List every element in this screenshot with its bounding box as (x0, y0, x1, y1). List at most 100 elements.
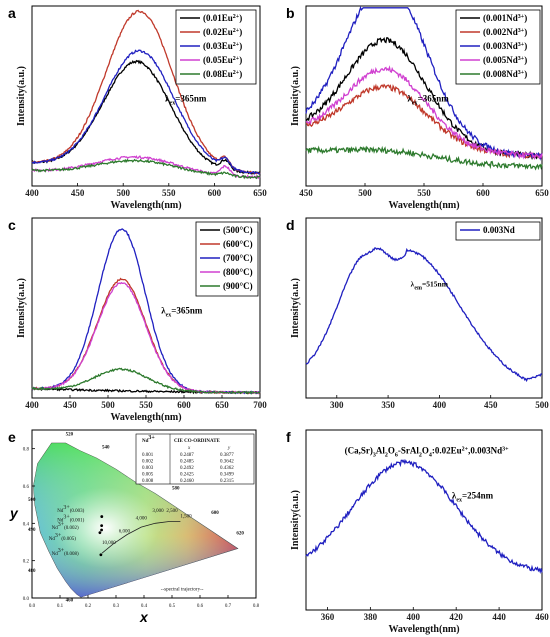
y-axis-label: Intensity(a.u.) (16, 278, 27, 338)
table-cell: 0.2460 (180, 479, 194, 484)
x-tick-label: 0.6 (197, 604, 204, 609)
cie-point (99, 553, 103, 557)
cie-table (135, 433, 255, 485)
chart-title: (Ca,Sr)3Al2O6-SrAl2O4:0.02Eu2+,0.003Nd3+ (345, 445, 509, 458)
x-tick-label: 0.7 (225, 604, 232, 609)
point-label: Nd3+(0.002) (52, 522, 79, 531)
legend-box (175, 9, 257, 85)
legend-entry: 0.003Nd (483, 225, 515, 235)
x-tick-label: 500 (535, 400, 549, 410)
y-axis-label: Intensity(a.u.) (290, 490, 301, 550)
wavelength-label: 620 (236, 532, 244, 537)
panel-label-e: e (8, 429, 16, 445)
x-tick-label: 380 (364, 612, 378, 622)
x-tick-label: 400 (433, 400, 447, 410)
legend-entry: (0.08Eu2+) (203, 69, 242, 79)
legend-box (455, 9, 541, 85)
table-cell: 0.4362 (220, 466, 234, 471)
temperature-label: 6,000 (119, 530, 131, 535)
y-tick-label: 0.2 (23, 560, 30, 565)
series-line (305, 458, 543, 575)
x-tick-label: 440 (492, 612, 506, 622)
series-line (305, 247, 543, 383)
table-header: CIE CO-ORDINATE (174, 439, 221, 444)
x-tick-label: 360 (321, 612, 335, 622)
cie-point (100, 524, 104, 528)
panel-d: d 300 350 400 450 500 Intensity(a.u.) 0.003Nd λe… (286, 217, 549, 410)
annotation: λex=254nm (452, 490, 494, 503)
table-cell: 0.001 (142, 453, 154, 458)
x-tick-label: 650 (215, 400, 229, 410)
annotation: λex=365nm (165, 93, 207, 106)
panel-label-b: b (286, 5, 295, 21)
legend-entry: (0.03Eu2+) (203, 41, 242, 51)
x-tick-label: 300 (330, 400, 344, 410)
y-axis-label: y (9, 505, 19, 521)
cie-white-point-glow (33, 443, 238, 598)
legend-entry: (0.008Nd3+) (483, 69, 527, 79)
temperature-label: 10,000 (102, 541, 116, 546)
series-line (305, 65, 543, 161)
trajectory-label: --spectral trajectory-- (161, 588, 204, 593)
annotation: λex=365nm (161, 305, 203, 318)
wavelength-label: 480 (28, 569, 36, 574)
table-cell: 0.008 (142, 479, 154, 484)
x-tick-label: 600 (177, 400, 191, 410)
planckian-locus (101, 521, 181, 554)
x-tick-label: 550 (162, 188, 176, 198)
x-axis-label: Wavelength(nm) (110, 412, 181, 423)
table-cell: 0.2315 (220, 479, 234, 484)
legend-box (455, 221, 541, 241)
x-tick-label: 350 (381, 400, 395, 410)
point-label: Nd3+(0.003) (57, 505, 84, 514)
x-tick-label: 400 (25, 400, 39, 410)
table-cell: 0.005 (142, 473, 154, 478)
legend-entry: (0.05Eu2+) (203, 55, 242, 65)
wavelength-label: 490 (28, 528, 36, 533)
x-axis-label: Wavelength(nm) (110, 200, 181, 211)
series-line (305, 145, 543, 171)
x-tick-label: 500 (116, 188, 130, 198)
table-subheader: y (227, 446, 231, 451)
table-cell: 0.002 (142, 460, 154, 465)
panel-label-a: a (8, 5, 16, 21)
x-tick-label: 460 (535, 612, 549, 622)
legend-entry: (0.001Nd3+) (483, 13, 527, 23)
table-header: Nd3+ (142, 435, 155, 444)
x-tick-label: 650 (535, 188, 549, 198)
panel-b: b 450 500 550 600 650 Wavelength(nm) Intensity(… (286, 5, 549, 211)
y-tick-label: 0.4 (23, 522, 30, 527)
wavelength-label: 520 (66, 433, 74, 438)
table-cell: 0.2425 (180, 473, 194, 478)
panel-c: c 400 450 500 550 600 650 700 Wavelength(nm) Inte… (8, 217, 267, 423)
temperature-label: 4,000 (136, 517, 148, 522)
y-tick-label: 0.6 (23, 485, 30, 490)
legend-entry: (0.005Nd3+) (483, 55, 527, 65)
wavelength-label: 580 (172, 487, 180, 492)
annotation: λex=365nm (407, 93, 449, 106)
x-tick-label: 650 (253, 188, 267, 198)
legend-entry: (0.002Nd3+) (483, 27, 527, 37)
series-line (31, 367, 261, 395)
panel-e: e 0.0 0.1 0.2 0.3 0.4 0.5 0.6 0.7 0.8 0.0 0.2 0.4 0.6… (8, 429, 260, 625)
panel-label-f: f (286, 429, 291, 445)
wavelength-label: 540 (102, 446, 110, 451)
x-tick-label: 0.8 (253, 604, 260, 609)
point-label: Nd3+(0.005) (49, 533, 76, 542)
series-line (31, 155, 261, 180)
plot-frame (305, 217, 543, 399)
legend-entry: (0.01Eu2+) (203, 13, 242, 23)
annotation: λem=515nm (411, 279, 449, 291)
wavelength-label: 500 (28, 498, 36, 503)
x-tick-label: 500 (101, 400, 115, 410)
legend-entry: (0.02Eu2+) (203, 27, 242, 37)
x-tick-label: 700 (253, 400, 267, 410)
x-tick-label: 450 (299, 188, 313, 198)
plot-frame (31, 5, 261, 187)
x-tick-label: 400 (25, 188, 39, 198)
legend-entry: (900°C) (223, 281, 253, 291)
legend-entry: (700°C) (223, 253, 253, 263)
y-tick-label: 0.8 (23, 448, 30, 453)
table-subheader: x (187, 446, 191, 451)
panel-label-c: c (8, 217, 16, 233)
